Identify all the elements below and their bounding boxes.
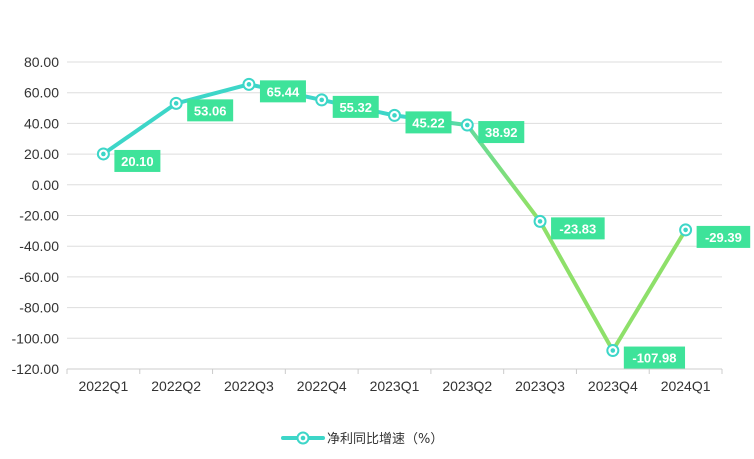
- data-point-center: [610, 348, 616, 353]
- y-tick-label: -40.00: [19, 238, 59, 254]
- y-axis: 80.00 60.00 40.00 20.00 0.00 -20.00 -40.00 -60.…: [12, 54, 60, 377]
- data-label: 65.44: [259, 80, 306, 103]
- data-labels: 20.10 53.06 65.44 55.32 45.22 38.92 -23.83 -107…: [114, 80, 751, 369]
- x-tick-label: 2023Q3: [515, 378, 565, 394]
- data-label-bg: [332, 95, 379, 118]
- x-tick-label: 2022Q4: [297, 378, 347, 394]
- x-tick-label: 2022Q3: [224, 378, 274, 394]
- legend-item[interactable]: 净利同比增速（%）: [281, 431, 443, 447]
- legend[interactable]: 净利同比增速（%）: [281, 431, 443, 447]
- x-tick-label: 2023Q4: [588, 378, 638, 394]
- data-label-text: 53.06: [194, 103, 227, 118]
- data-point-center: [392, 113, 397, 118]
- y-tick-label: 60.00: [24, 85, 59, 101]
- x-tick-label: 2024Q1: [661, 378, 711, 394]
- y-tick-label: -120.00: [12, 361, 60, 377]
- y-tick-label: 20.00: [24, 146, 59, 162]
- data-point[interactable]: [679, 223, 693, 237]
- data-point-center: [537, 219, 543, 224]
- data-point[interactable]: [606, 344, 620, 358]
- data-label-text: -23.83: [559, 221, 596, 236]
- data-label-bg: [478, 121, 525, 144]
- data-label-text: -107.98: [632, 351, 676, 366]
- legend-marker-center: [300, 435, 306, 441]
- data-point[interactable]: [242, 77, 256, 91]
- data-point[interactable]: [315, 93, 329, 107]
- data-label-bg: [696, 225, 751, 248]
- y-tick-label: 80.00: [24, 54, 59, 70]
- data-point-center: [101, 151, 106, 157]
- data-point-center: [683, 227, 688, 233]
- data-label: 53.06: [187, 99, 234, 122]
- data-label: 38.92: [478, 121, 525, 144]
- x-tick-label: 2023Q1: [370, 378, 420, 394]
- data-label-bg: [259, 80, 306, 103]
- data-label: -23.83: [551, 217, 605, 240]
- data-label-bg: [187, 99, 234, 122]
- x-tick-label: 2022Q1: [78, 378, 128, 394]
- data-label-text: 38.92: [485, 125, 518, 140]
- data-label-text: 55.32: [339, 100, 372, 115]
- y-tick-label: -20.00: [19, 208, 59, 224]
- legend-label: 净利同比增速（%）: [327, 432, 443, 447]
- data-point[interactable]: [388, 108, 401, 122]
- data-label: 45.22: [405, 111, 452, 134]
- data-label-bg: [405, 111, 452, 134]
- gridlines: [67, 61, 722, 370]
- x-tick-label: 2023Q2: [442, 378, 492, 394]
- y-tick-label: -100.00: [12, 330, 60, 346]
- data-point-center: [246, 82, 252, 87]
- data-label: -29.39: [696, 225, 751, 248]
- data-label: 55.32: [332, 95, 379, 118]
- data-label-text: 65.44: [267, 84, 300, 99]
- data-point-center: [319, 97, 325, 103]
- data-label-bg: [114, 149, 161, 172]
- y-tick-label: -60.00: [19, 269, 59, 285]
- x-tick-label: 2022Q2: [151, 378, 201, 394]
- data-label-text: -29.39: [705, 230, 742, 245]
- data-label-bg: [623, 346, 686, 369]
- x-axis: 2022Q1 2022Q2 2022Q3 2022Q4 2023Q1 2023Q2 2023…: [66, 368, 723, 394]
- data-label-bg: [551, 217, 605, 240]
- data-point[interactable]: [460, 118, 474, 132]
- data-label: 20.10: [114, 149, 161, 172]
- data-point-center: [173, 101, 179, 106]
- data-point[interactable]: [533, 214, 547, 228]
- data-point-center: [464, 122, 470, 128]
- y-tick-label: 0.00: [32, 177, 59, 193]
- y-tick-label: 40.00: [24, 115, 59, 131]
- series-net-profit-growth: [96, 77, 693, 358]
- data-point[interactable]: [96, 147, 110, 161]
- data-point[interactable]: [169, 96, 183, 110]
- data-label-text: 45.22: [412, 115, 445, 130]
- y-tick-label: -80.00: [19, 300, 59, 316]
- data-label-text: 20.10: [121, 154, 154, 169]
- data-label: -107.98: [623, 346, 686, 369]
